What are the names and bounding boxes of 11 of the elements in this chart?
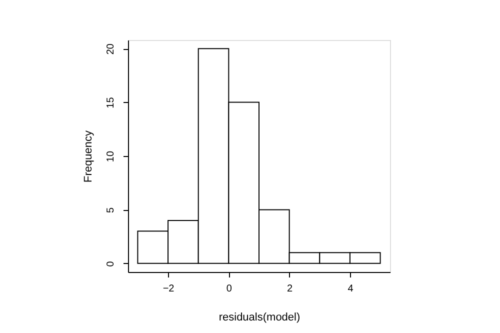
x-tick-label: 0 [226,284,232,294]
x-tick-label: 2 [287,284,294,294]
y-tick-label: 10 [106,150,116,162]
y-tick-label: 20 [106,43,116,55]
x-tick-label: 4 [348,284,354,294]
x-axis-title: residuals(model) [218,312,300,324]
y-tick-label: 0 [106,260,116,267]
y-tick-label: 5 [106,206,116,213]
x-tick-label: −2 [162,284,175,294]
y-axis-title: Frequency [82,130,94,182]
y-tick-label: 15 [106,96,116,108]
